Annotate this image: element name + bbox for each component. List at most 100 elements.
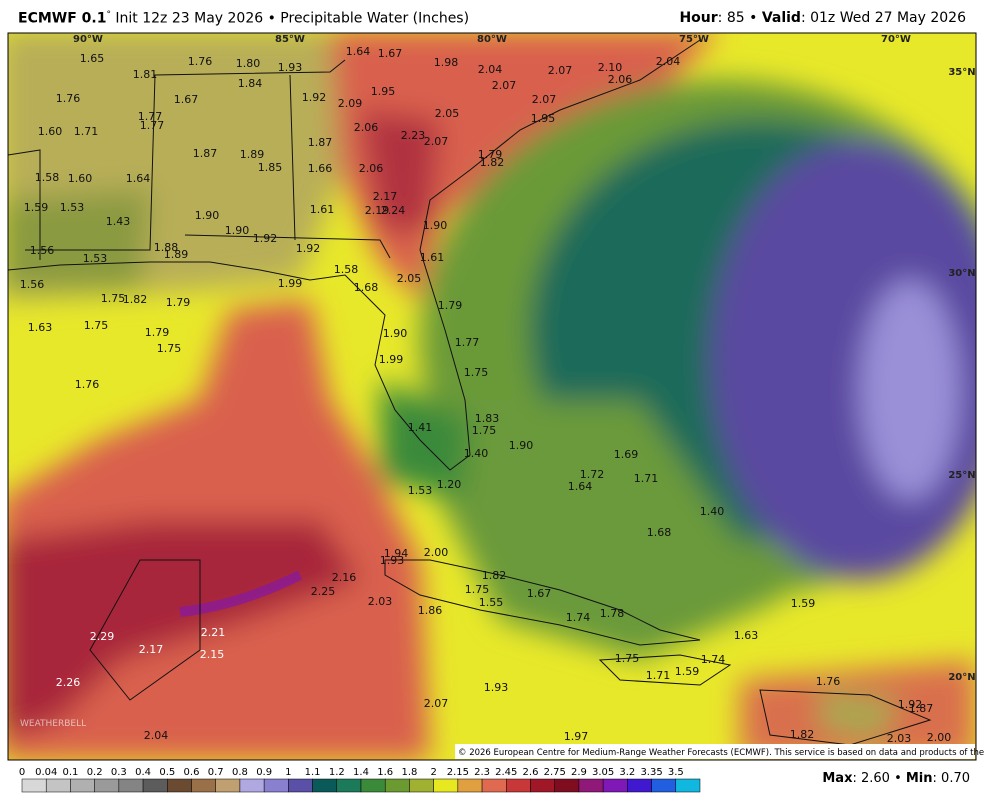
- contour-label: 1.77: [455, 336, 480, 349]
- colorbar-swatch: [118, 778, 144, 793]
- colorbar-label: 0.1: [62, 767, 78, 778]
- colorbar-swatch: [215, 778, 241, 793]
- contour-label: 1.92: [302, 91, 327, 104]
- contour-label: 2.17: [139, 643, 164, 656]
- hour-label: Hour: [679, 10, 718, 26]
- colorbar-label: 0.6: [184, 767, 200, 778]
- colorbar-label: 0.7: [208, 767, 224, 778]
- contour-label: 1.59: [675, 665, 700, 678]
- colorbar-swatch: [409, 778, 434, 793]
- colorbar-swatch: [481, 778, 507, 793]
- contour-label: 1.93: [484, 681, 509, 694]
- min-label: Min: [905, 771, 933, 786]
- contour-label: 1.58: [334, 263, 359, 276]
- contour-label: 1.64: [346, 45, 371, 58]
- extremes: Max: 2.60 • Min: 0.70: [822, 771, 970, 786]
- contour-label: 1.86: [418, 604, 443, 617]
- contour-label: 2.06: [608, 73, 633, 86]
- contour-label: 1.79: [145, 326, 170, 339]
- contour-label: 1.69: [614, 448, 639, 461]
- hour-value: : 85 •: [717, 10, 762, 26]
- contour-label: 1.93: [278, 61, 303, 74]
- contour-label: 1.41: [408, 421, 433, 434]
- contour-label: 2.19: [365, 204, 390, 217]
- contour-label: 1.90: [383, 327, 408, 340]
- grid-label: 30°N: [948, 268, 975, 279]
- colorbar-swatch: [602, 778, 628, 793]
- contour-label: 1.20: [437, 478, 462, 491]
- contour-label: 1.76: [188, 55, 213, 68]
- contour-label: 1.90: [225, 224, 250, 237]
- grid-label: 70°W: [881, 34, 911, 45]
- contour-label: 1.58: [35, 171, 60, 184]
- colorbar-label: 1.8: [401, 767, 417, 778]
- colorbar-label: 2: [430, 767, 436, 778]
- colorbar-swatch: [433, 778, 459, 793]
- copyright-box: [455, 744, 975, 759]
- colorbar-label: 3.35: [640, 767, 662, 778]
- colorbar-label: 1: [285, 767, 291, 778]
- contour-label: 2.04: [656, 55, 681, 68]
- contour-label: 1.53: [83, 252, 108, 265]
- colorbar-label: 3.05: [592, 767, 614, 778]
- grid-label: 20°N: [948, 672, 975, 683]
- contour-label: 1.67: [378, 47, 403, 60]
- contour-label: 1.63: [28, 321, 53, 334]
- contour-label: 1.40: [464, 447, 489, 460]
- contour-label: 2.21: [201, 626, 226, 639]
- colorbar-swatch: [506, 778, 531, 793]
- colorbar-label: 1.1: [305, 767, 321, 778]
- run: Init 12z 23 May 2026 • Precipitable Wate…: [115, 10, 470, 27]
- contour-label: 2.07: [548, 64, 573, 77]
- contour-label: 1.98: [434, 56, 459, 69]
- contour-label: 1.75: [464, 366, 489, 379]
- colorbar-label: 0.5: [159, 767, 175, 778]
- contour-label: 1.99: [379, 353, 404, 366]
- contour-label: 1.75: [101, 292, 126, 305]
- contour-label: 1.79: [478, 148, 503, 161]
- contour-label: 1.61: [420, 251, 445, 264]
- colorbar-swatch: [554, 778, 580, 793]
- contour-label: 1.84: [238, 77, 263, 90]
- contour-label: 1.61: [310, 203, 335, 216]
- colorbar-swatch: [288, 778, 313, 793]
- contour-label: 2.06: [354, 121, 379, 134]
- model: ECMWF 0.1: [18, 10, 107, 27]
- colorbar-swatch: [336, 778, 362, 793]
- grid-label: 90°W: [73, 34, 103, 45]
- contour-label: 1.92: [296, 242, 321, 255]
- contour-label: 1.71: [646, 669, 671, 682]
- contour-label: 2.16: [332, 571, 357, 584]
- colorbar-swatch: [530, 778, 555, 793]
- colorbar-label: 1.2: [329, 767, 345, 778]
- contour-label: 1.79: [438, 299, 463, 312]
- contour-label: 2.06: [359, 162, 384, 175]
- colorbar-swatch: [45, 778, 71, 793]
- title: ECMWF 0.1° Init 12z 23 May 2026 • Precip…: [18, 10, 469, 27]
- contour-label: 1.93: [380, 554, 405, 567]
- contour-label: 2.17: [373, 190, 398, 203]
- valid-label: Valid: [761, 10, 801, 26]
- colorbar-label: 0.8: [232, 767, 248, 778]
- colorbar-label: 0.2: [87, 767, 103, 778]
- contour-label: 1.43: [106, 215, 131, 228]
- contour-label: 1.76: [816, 675, 841, 688]
- contour-label: 1.94: [384, 547, 409, 560]
- contour-label: 1.77: [140, 119, 165, 132]
- contour-label: 2.15: [200, 648, 225, 661]
- contour-label: 1.71: [74, 125, 99, 138]
- colorbar-swatch: [384, 778, 410, 793]
- contour-label: 1.75: [472, 424, 497, 437]
- contour-label: 1.53: [408, 484, 433, 497]
- max-value: : 2.60 •: [852, 771, 906, 786]
- colorbar-label: 2.6: [523, 767, 539, 778]
- colorbar-swatch: [239, 778, 265, 793]
- contour-label: 1.88: [154, 241, 179, 254]
- contour-label: 2.00: [424, 546, 449, 559]
- contour-label: 2.07: [492, 79, 517, 92]
- contour-label: 2.24: [381, 204, 406, 217]
- contour-label: 1.74: [566, 611, 591, 624]
- contour-label: 2.05: [435, 107, 460, 120]
- contour-label: 1.53: [60, 201, 85, 214]
